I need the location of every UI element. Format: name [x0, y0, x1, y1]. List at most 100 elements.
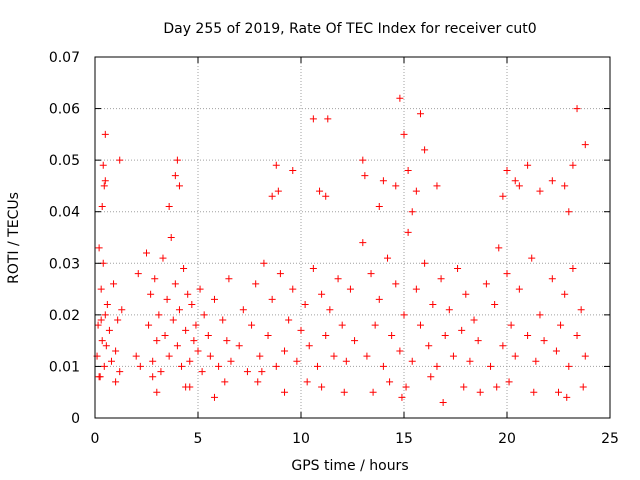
- data-point: [454, 264, 462, 272]
- data-point: [552, 347, 560, 355]
- data-point: [98, 337, 106, 345]
- data-point: [371, 321, 379, 329]
- data-point: [437, 275, 445, 283]
- data-point: [375, 203, 383, 211]
- data-point: [573, 105, 581, 113]
- data-point: [173, 342, 181, 350]
- data-point: [363, 352, 371, 360]
- data-point: [252, 280, 260, 288]
- data-point: [268, 192, 276, 200]
- data-point: [186, 357, 194, 365]
- data-point: [412, 285, 420, 293]
- data-point: [565, 362, 573, 370]
- data-point: [384, 254, 392, 262]
- plot-frame: [94, 56, 611, 419]
- x-tick-label: 15: [395, 431, 413, 447]
- data-point: [198, 368, 206, 376]
- data-point: [561, 290, 569, 298]
- data-point: [268, 295, 276, 303]
- data-point: [342, 357, 350, 365]
- data-point: [215, 362, 223, 370]
- data-point: [297, 326, 305, 334]
- data-point: [147, 290, 155, 298]
- data-point: [536, 311, 544, 319]
- y-axis-label: ROTI / TECUs: [6, 192, 22, 284]
- data-point: [180, 264, 188, 272]
- grid: [95, 57, 610, 418]
- data-point: [346, 285, 354, 293]
- data-point: [143, 249, 150, 257]
- data-point: [548, 275, 556, 283]
- data-point: [398, 393, 406, 401]
- data-point: [184, 290, 192, 298]
- chart-title: Day 255 of 2019, Rate Of TEC Index for r…: [163, 21, 536, 37]
- data-point: [169, 316, 177, 324]
- data-point: [175, 306, 183, 314]
- data-point: [573, 331, 581, 339]
- data-point: [163, 295, 171, 303]
- data-point: [134, 270, 142, 278]
- data-point: [175, 182, 183, 190]
- data-point: [402, 383, 410, 391]
- data-point: [563, 393, 571, 401]
- data-point: [540, 337, 548, 345]
- data-point: [460, 383, 468, 391]
- data-point: [289, 166, 297, 174]
- data-point: [429, 301, 437, 309]
- y-tick-label: 0.02: [49, 308, 80, 324]
- data-point: [260, 259, 268, 267]
- y-tick-labels: 0 0.01 0.02 0.03 0.04 0.05 0.06 0.07: [49, 50, 80, 427]
- axis-ticks: [94, 56, 611, 419]
- data-point: [100, 362, 108, 370]
- data-point: [379, 177, 387, 185]
- data-point: [326, 306, 334, 314]
- data-point: [579, 383, 587, 391]
- x-tick-label: 5: [194, 431, 203, 447]
- data-point: [421, 146, 429, 154]
- data-point: [281, 388, 289, 396]
- data-point: [186, 383, 194, 391]
- data-point: [190, 337, 198, 345]
- data-point: [204, 331, 212, 339]
- data-point: [449, 352, 457, 360]
- x-tick-label: 10: [292, 431, 310, 447]
- x-tick-labels: 0 5 10 15 20 25: [91, 431, 619, 447]
- data-point: [433, 362, 441, 370]
- data-point: [507, 321, 515, 329]
- data-point: [470, 316, 478, 324]
- data-point: [482, 280, 490, 288]
- data-point: [132, 352, 140, 360]
- data-point: [116, 156, 124, 164]
- data-point: [196, 285, 204, 293]
- data-point: [303, 378, 311, 386]
- data-point: [491, 301, 499, 309]
- data-point: [441, 331, 449, 339]
- data-point: [499, 192, 507, 200]
- data-point: [101, 177, 109, 185]
- data-point: [254, 378, 262, 386]
- data-point: [392, 280, 400, 288]
- data-point: [210, 295, 218, 303]
- data-point: [318, 290, 326, 298]
- data-point: [322, 331, 330, 339]
- data-point: [515, 285, 523, 293]
- data-point: [557, 321, 565, 329]
- data-point: [495, 244, 503, 252]
- data-point: [116, 368, 124, 376]
- data-point: [487, 362, 495, 370]
- data-point: [524, 161, 532, 169]
- data-point: [499, 342, 507, 350]
- y-tick-label: 0.05: [49, 153, 80, 169]
- data-point: [94, 321, 102, 329]
- data-point: [408, 208, 416, 216]
- y-tick-label: 0.04: [49, 205, 80, 221]
- data-point: [379, 362, 387, 370]
- data-point: [239, 306, 247, 314]
- data-point: [555, 388, 562, 396]
- data-point: [338, 321, 346, 329]
- data-point: [194, 347, 202, 355]
- data-point: [161, 331, 169, 339]
- data-point: [153, 337, 161, 345]
- data-point: [396, 94, 404, 102]
